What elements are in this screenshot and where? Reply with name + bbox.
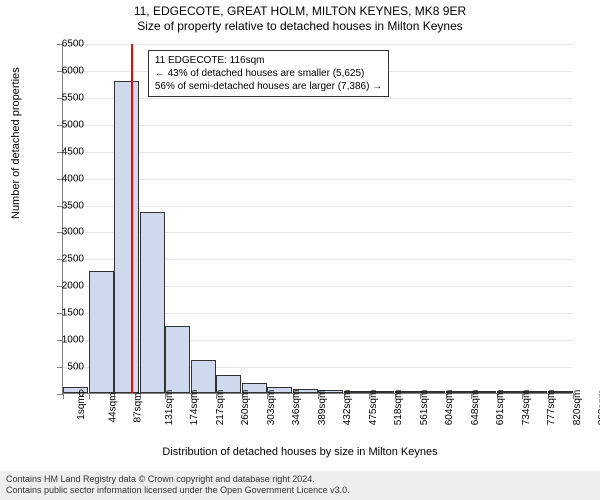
y-tick-label: 4000 [62, 173, 84, 184]
x-tick-label: 174sqm [189, 390, 200, 426]
gridline [63, 179, 572, 180]
y-tick-label: 2000 [62, 281, 84, 292]
x-tick-label: 389sqm [317, 390, 328, 426]
x-tick-label: 44sqm [107, 392, 118, 422]
x-tick-label: 734sqm [521, 390, 532, 426]
annotation-line-2: ← 43% of detached houses are smaller (5,… [155, 67, 382, 80]
x-tick-label: 346sqm [291, 390, 302, 426]
x-tick-label: 777sqm [546, 390, 557, 426]
y-tick-label: 5500 [62, 92, 84, 103]
y-tick-label: 2500 [62, 254, 84, 265]
x-axis-label: Distribution of detached houses by size … [0, 446, 600, 458]
footer-line-2: Contains public sector information licen… [6, 485, 594, 497]
x-tick-label: 1sqm [76, 395, 87, 419]
y-tick-label: 500 [67, 362, 84, 373]
y-tick-label: 1000 [62, 335, 84, 346]
chart-title-main: 11, EDGECOTE, GREAT HOLM, MILTON KEYNES,… [0, 0, 600, 18]
x-tick-label: 604sqm [444, 390, 455, 426]
histogram-bar [114, 81, 139, 393]
x-tick-label: 691sqm [495, 390, 506, 426]
chart-container: 11, EDGECOTE, GREAT HOLM, MILTON KEYNES,… [0, 0, 600, 500]
x-tick-label: 432sqm [342, 390, 353, 426]
x-tick-label: 303sqm [266, 390, 277, 426]
x-tick [63, 393, 64, 399]
x-tick-label: 217sqm [215, 390, 226, 426]
y-tick-label: 1500 [62, 308, 84, 319]
annotation-line-3: 56% of semi-detached houses are larger (… [155, 80, 382, 93]
y-tick-label: 3000 [62, 227, 84, 238]
y-tick-label: 6000 [62, 65, 84, 76]
histogram-bar [89, 271, 114, 393]
annotation-line-1: 11 EDGECOTE: 116sqm [155, 54, 382, 67]
x-tick-label: 518sqm [393, 390, 404, 426]
y-tick [57, 367, 63, 368]
x-tick [89, 393, 90, 399]
x-tick-label: 648sqm [470, 390, 481, 426]
x-tick-label: 87sqm [133, 392, 144, 422]
y-tick-label: 4500 [62, 146, 84, 157]
x-tick-label: 131sqm [164, 390, 175, 426]
gridline [63, 152, 572, 153]
y-tick-label: 5000 [62, 119, 84, 130]
footer: Contains HM Land Registry data © Crown c… [0, 471, 600, 500]
y-tick-label: 3500 [62, 200, 84, 211]
gridline [63, 206, 572, 207]
gridline [63, 125, 572, 126]
histogram-bar [140, 212, 165, 393]
footer-line-1: Contains HM Land Registry data © Crown c… [6, 474, 594, 486]
x-tick-label: 561sqm [419, 390, 430, 426]
property-marker-line [131, 44, 133, 393]
y-axis-label: Number of detached properties [10, 67, 22, 219]
gridline [63, 44, 572, 45]
histogram-bar [191, 360, 216, 393]
x-tick-label: 475sqm [368, 390, 379, 426]
x-tick-label: 260sqm [240, 390, 251, 426]
y-tick-label: 6500 [62, 39, 84, 50]
histogram-bar [165, 326, 190, 393]
gridline [63, 98, 572, 99]
x-tick-label: 820sqm [572, 390, 583, 426]
annotation-box: 11 EDGECOTE: 116sqm ← 43% of detached ho… [148, 50, 389, 97]
chart-title-sub: Size of property relative to detached ho… [0, 18, 600, 33]
